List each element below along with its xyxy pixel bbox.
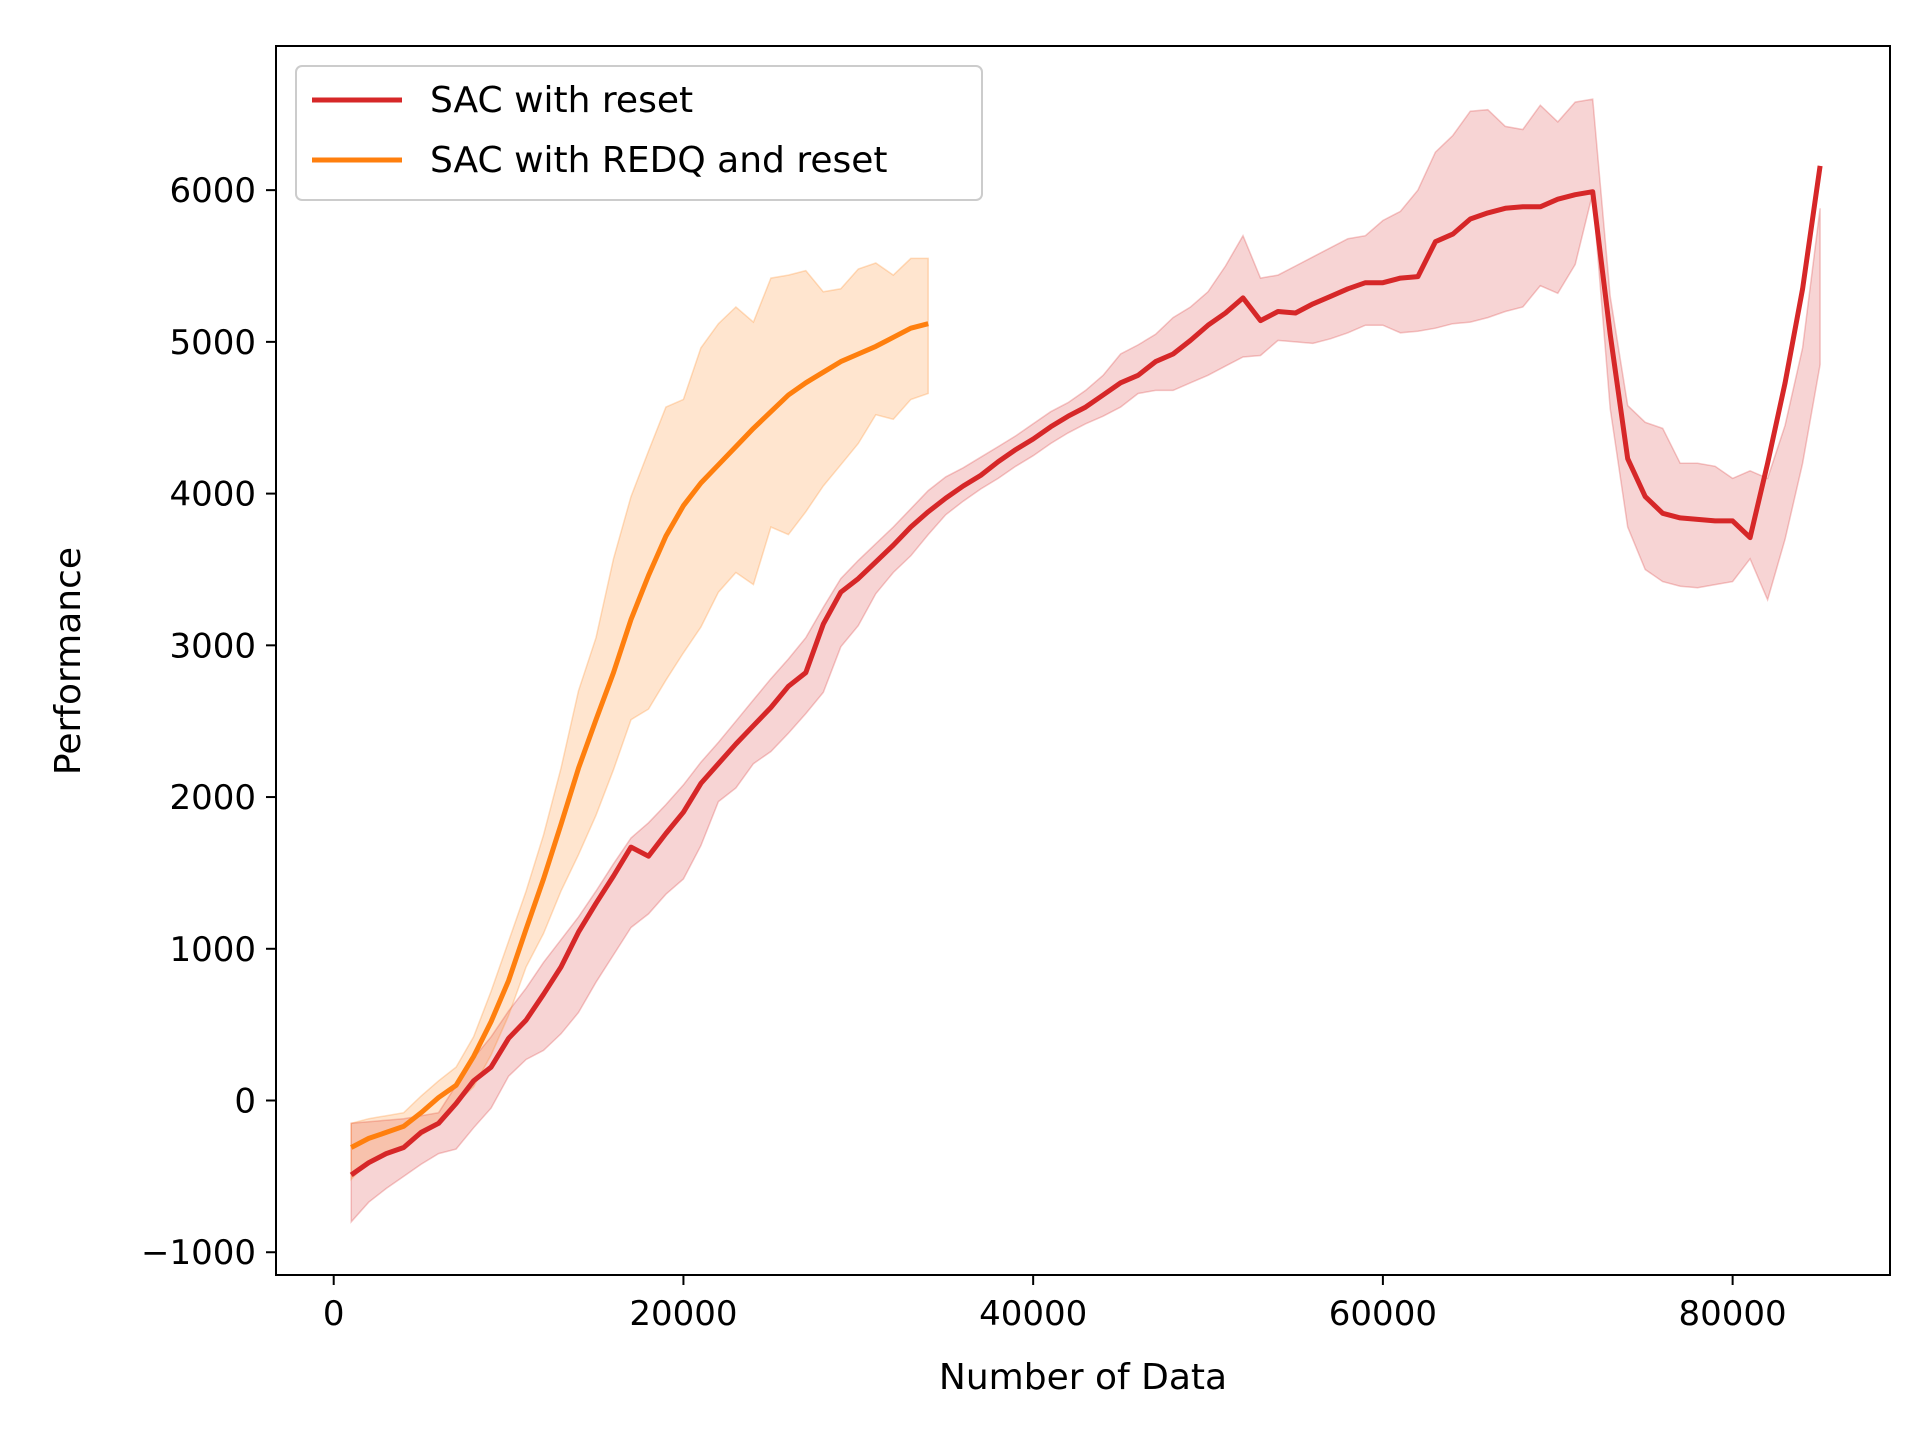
x-tick-label: 20000: [629, 1294, 737, 1334]
y-tick-label: 3000: [169, 626, 256, 666]
y-tick-label: 4000: [169, 475, 256, 515]
x-tick-label: 0: [323, 1294, 345, 1334]
confidence-bands: [350, 98, 1821, 1224]
band-sac-with-redq-and-reset: [350, 257, 929, 1182]
legend-label-sac-with-redq-and-reset: SAC with REDQ and reset: [430, 140, 888, 181]
y-tick-label: 2000: [169, 778, 256, 818]
plot-area-frame: [275, 45, 1891, 1276]
x-axis-label: Number of Data: [939, 1357, 1227, 1398]
y-axis-label: Performance: [48, 547, 89, 775]
x-axis-ticks: 0 20000 40000 60000 80000: [323, 1275, 1787, 1334]
y-axis-ticks: −1000 0 1000 2000 3000 4000 5000 6000: [141, 171, 276, 1273]
line-sac-with-reset: [349, 165, 1823, 1177]
line-sac-with-redq-and-reset: [350, 321, 929, 1150]
y-tick-label: 5000: [169, 323, 256, 363]
legend-label-sac-with-reset: SAC with reset: [430, 80, 693, 121]
series-lines: [349, 165, 1823, 1177]
legend: SAC with reset SAC with REDQ and reset: [295, 65, 983, 201]
x-tick-label: 80000: [1679, 1294, 1787, 1334]
y-tick-label: 1000: [169, 930, 256, 970]
y-tick-label: 0: [234, 1082, 256, 1122]
x-tick-label: 60000: [1329, 1294, 1437, 1334]
legend-box: [295, 65, 983, 201]
x-tick-label: 40000: [979, 1294, 1087, 1334]
y-tick-label: −1000: [141, 1233, 256, 1273]
y-tick-label: 6000: [169, 171, 256, 211]
band-sac-with-reset: [350, 98, 1821, 1224]
